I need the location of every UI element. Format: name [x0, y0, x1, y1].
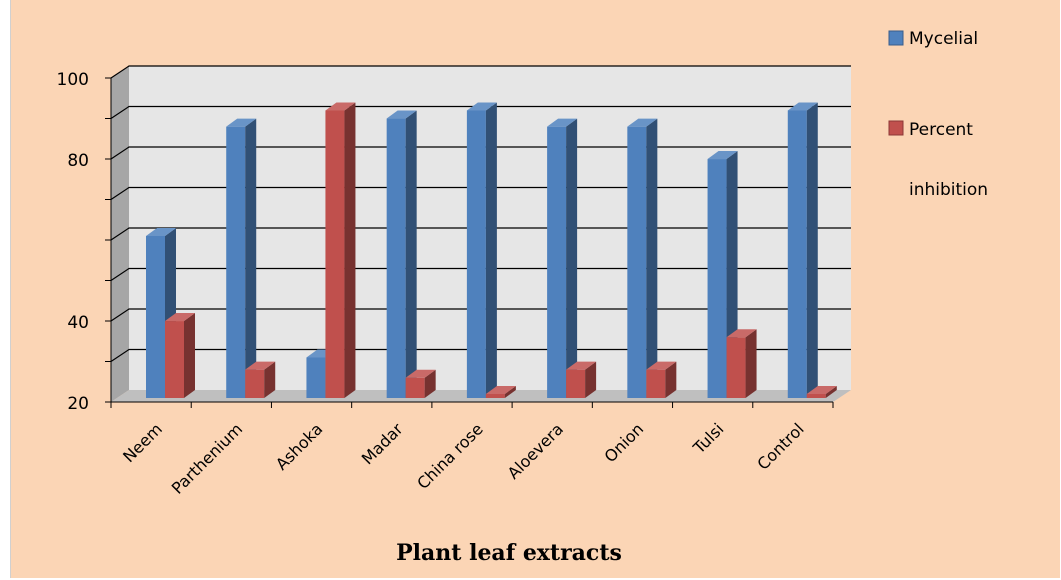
bar-front	[726, 337, 746, 398]
bar-front	[466, 110, 486, 398]
bar-percent-inhibition-onion	[646, 361, 677, 398]
bar-top	[646, 361, 677, 370]
x-tick-label-parthenium: Parthenium	[168, 419, 246, 497]
bar-front	[806, 393, 826, 398]
y-tick-label: 20	[67, 394, 89, 414]
gridline	[110, 146, 851, 160]
bar-front	[405, 377, 425, 398]
legend-label-mycelial: Mycelial	[909, 29, 978, 49]
bar-percent-inhibition-neem	[165, 313, 195, 398]
grid-lines	[110, 65, 851, 362]
bar-top	[386, 110, 417, 119]
gridline	[110, 267, 851, 281]
bar-mycelial-china-rose	[466, 102, 497, 398]
bar-front	[547, 126, 567, 399]
bar-front	[627, 126, 647, 399]
bar-top	[226, 118, 257, 127]
bar-mycelial-aloevera	[547, 118, 578, 399]
bar-front	[325, 110, 345, 398]
x-axis-title: Plant leaf extracts	[396, 540, 622, 566]
bar-top	[466, 102, 497, 111]
bar-percent-inhibition-parthenium	[245, 361, 276, 398]
bar-top	[566, 361, 597, 370]
legend-swatch-mycelial	[888, 30, 904, 46]
legend: Mycelial Percent inhibition	[888, 29, 988, 200]
y-tick-label: 80	[67, 151, 89, 171]
x-tick-label-tulsi: Tulsi	[689, 419, 728, 458]
bar-percent-inhibition-tulsi	[726, 329, 757, 398]
bar-front	[646, 369, 666, 398]
bar-front	[306, 357, 326, 398]
bar-mycelial-parthenium	[226, 118, 257, 399]
bar-front	[566, 369, 586, 398]
bar-front	[146, 236, 165, 398]
x-tick-label-aloevera: Aloevera	[504, 419, 567, 482]
bar-side	[745, 329, 757, 398]
bar-top	[806, 385, 837, 394]
bar-top	[245, 361, 276, 370]
gridline	[110, 105, 851, 119]
gridline	[110, 348, 851, 362]
bar-percent-inhibition-control	[806, 385, 837, 398]
bar-chart: 100 80 40 20 Neem Parthenium Ashoka Madar China…	[57, 29, 989, 566]
legend-label-percent-line2: inhibition	[909, 180, 988, 200]
bar-top	[165, 313, 195, 322]
bar-mycelial-control	[787, 102, 818, 398]
bar-top	[325, 102, 356, 111]
bar-side	[264, 361, 276, 398]
bar-top	[787, 102, 818, 111]
bar-percent-inhibition-china-rose	[485, 385, 516, 398]
chart-frame: 100 80 40 20 Neem Parthenium Ashoka Madar China…	[10, 0, 1060, 578]
bar-front	[485, 393, 505, 398]
bar-top	[547, 118, 578, 127]
gridline	[110, 186, 851, 200]
bar-side	[665, 361, 677, 398]
bar-percent-inhibition-ashoka	[325, 102, 356, 398]
bar-top	[627, 118, 658, 127]
x-tick-label-control: Control	[753, 419, 807, 473]
y-tick-label: 40	[67, 313, 89, 333]
bar-percent-inhibition-madar	[405, 369, 436, 398]
bar-top	[405, 369, 436, 378]
bar-side	[424, 369, 436, 398]
x-tick-label-neem: Neem	[119, 419, 166, 466]
bar-side	[485, 102, 497, 398]
bar-front	[165, 321, 184, 398]
bar-side	[585, 361, 597, 398]
bar-side	[504, 385, 516, 398]
bar-side	[344, 102, 356, 398]
bars	[146, 102, 837, 399]
bar-top	[726, 329, 757, 338]
legend-label-percent-line1: Percent	[909, 120, 973, 140]
bar-front	[386, 118, 406, 399]
bar-top	[707, 151, 738, 160]
gridline	[110, 65, 851, 79]
bar-top	[146, 228, 176, 236]
bar-side	[825, 385, 837, 398]
bar-percent-inhibition-aloevera	[566, 361, 597, 398]
gridline	[110, 227, 851, 241]
x-tick-label-onion: Onion	[601, 419, 648, 466]
gridline	[110, 308, 851, 322]
bar-front	[787, 110, 807, 398]
bar-side	[806, 102, 818, 398]
bar-side	[184, 313, 195, 398]
bar-top	[485, 385, 516, 394]
bar-mycelial-onion	[627, 118, 658, 399]
x-tick-label-madar: Madar	[358, 419, 407, 468]
bar-front	[226, 126, 246, 399]
bar-mycelial-madar	[386, 110, 417, 399]
x-tick-label-china-rose: China rose	[413, 419, 487, 493]
bar-front	[707, 159, 727, 398]
x-tick-label-ashoka: Ashoka	[272, 419, 326, 473]
y-axis-ticks: 100 80 40 20	[57, 70, 111, 414]
bar-side	[405, 110, 417, 399]
x-axis-ticks: Neem Parthenium Ashoka Madar China rose Aloev…	[110, 402, 834, 498]
legend-swatch-percent-inhibition	[888, 120, 904, 136]
bar-side	[245, 118, 257, 399]
y-tick-label: 100	[57, 70, 89, 90]
bar-front	[245, 369, 265, 398]
bar-side	[646, 118, 658, 399]
bar-side	[566, 118, 578, 399]
